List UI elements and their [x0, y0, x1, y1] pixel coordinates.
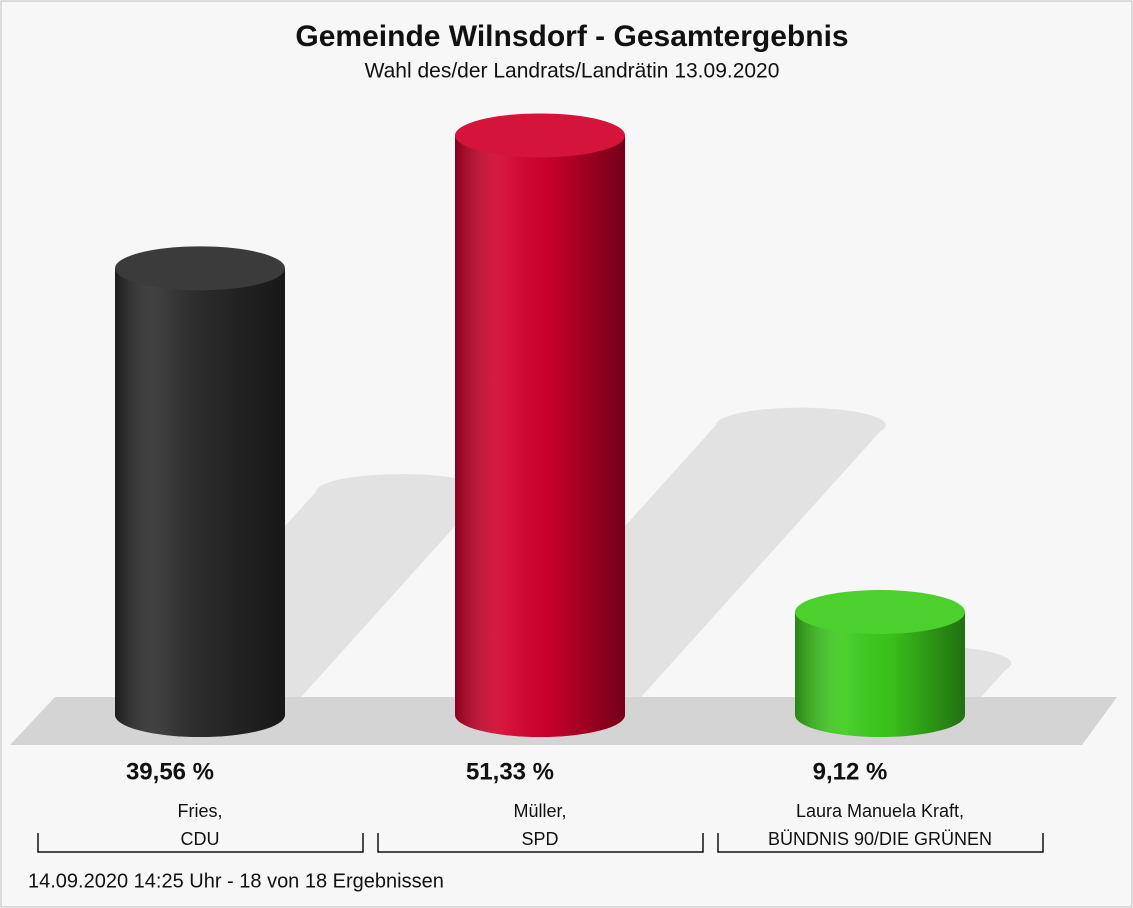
bar-top-light: [795, 590, 965, 635]
footnote: 14.09.2020 14:25 Uhr - 18 von 18 Ergebni…: [28, 870, 444, 892]
bar-top: [115, 246, 285, 291]
category-bracket: [37, 833, 364, 853]
bar-shade: [455, 135, 625, 716]
category-label: Müller,: [513, 801, 566, 821]
value-label: 39,56 %: [126, 758, 214, 785]
bar-shadow-top: [715, 407, 886, 443]
bar-shadow-top: [316, 474, 487, 510]
chart-title: Gemeinde Wilnsdorf - Gesamtergebnis: [295, 20, 848, 53]
chart-subtitle: Wahl des/der Landrats/Landrätin 13.09.20…: [365, 60, 780, 83]
category-label: SPD: [521, 829, 558, 849]
value-label: 51,33 %: [466, 758, 554, 785]
category-bracket: [717, 833, 1044, 853]
bar-top: [795, 590, 965, 635]
category-bracket: [377, 833, 704, 853]
category-label: BÜNDNIS 90/DIE GRÜNEN: [768, 829, 992, 849]
category-label: Fries,: [178, 801, 223, 821]
bar-top-light: [455, 113, 625, 158]
bar-shade: [115, 268, 285, 715]
category-label: CDU: [181, 829, 220, 849]
bar-top: [455, 113, 625, 158]
bar-top-light: [115, 246, 285, 291]
category-label: Laura Manuela Kraft,: [796, 801, 964, 821]
value-label: 9,12 %: [813, 758, 888, 785]
